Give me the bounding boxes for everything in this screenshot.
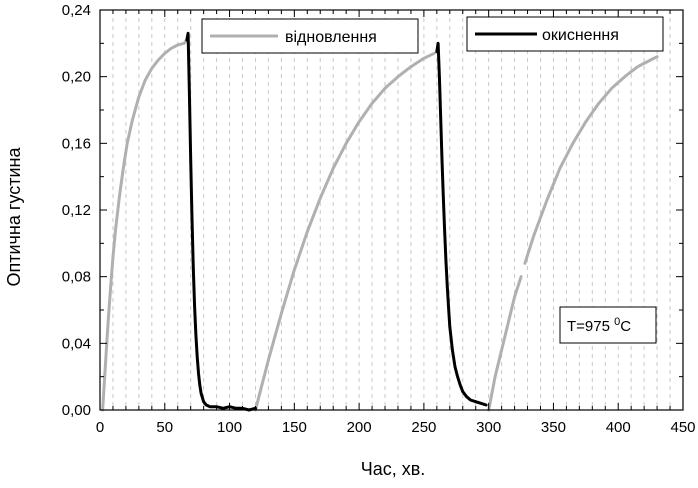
x-tick-label: 350 <box>541 419 566 436</box>
svg-text:T=975 0C: T=975 0C <box>567 316 631 335</box>
legend-box-reduction: відновлення <box>201 18 419 54</box>
y-tick-label: 0,16 <box>62 135 91 152</box>
x-tick-label: 250 <box>411 419 436 436</box>
tick-label-layer: 0 50 100 150 200 250 300 350 400 450 0,00 0,04 0,08 0… <box>62 2 696 436</box>
x-tick-label: 450 <box>670 419 695 436</box>
x-tick-label: 150 <box>282 419 307 436</box>
y-tick-label: 0,04 <box>62 335 91 352</box>
y-tick-label: 0,12 <box>62 202 91 219</box>
x-tick-label: 200 <box>347 419 372 436</box>
legend-box-oxidation: окиснення <box>466 16 664 52</box>
y-axis-title: Оптична густина <box>4 147 24 287</box>
y-tick-label: 0,00 <box>62 402 91 419</box>
x-tick-label: 100 <box>217 419 242 436</box>
series-reduction-segment <box>101 38 189 412</box>
legend-label-reduction: відновлення <box>285 29 377 46</box>
temperature-degree: 0 <box>614 316 620 328</box>
x-axis-title: Час, хв. <box>361 459 426 479</box>
temperature-annotation: T=975 0C <box>559 306 657 344</box>
series-layer <box>101 31 659 412</box>
x-tick-label: 50 <box>156 419 173 436</box>
series-reduction-segment <box>487 275 523 412</box>
temperature-unit: C <box>620 318 631 335</box>
y-tick-label: 0,08 <box>62 269 91 286</box>
legend-label-oxidation: окиснення <box>542 27 619 44</box>
grid-layer <box>112 10 671 410</box>
x-tick-label: 300 <box>476 419 501 436</box>
x-tick-label: 0 <box>96 419 104 436</box>
y-tick-label: 0,20 <box>62 69 91 86</box>
axes-layer <box>99 9 684 411</box>
temperature-text: T=975 <box>567 318 614 335</box>
x-tick-label: 400 <box>606 419 631 436</box>
series-oxidation-segment <box>185 31 257 412</box>
series-reduction-segment <box>523 55 659 265</box>
series-oxidation-segment <box>435 41 488 407</box>
series-reduction-segment <box>254 51 436 412</box>
y-tick-label: 0,24 <box>62 2 91 19</box>
